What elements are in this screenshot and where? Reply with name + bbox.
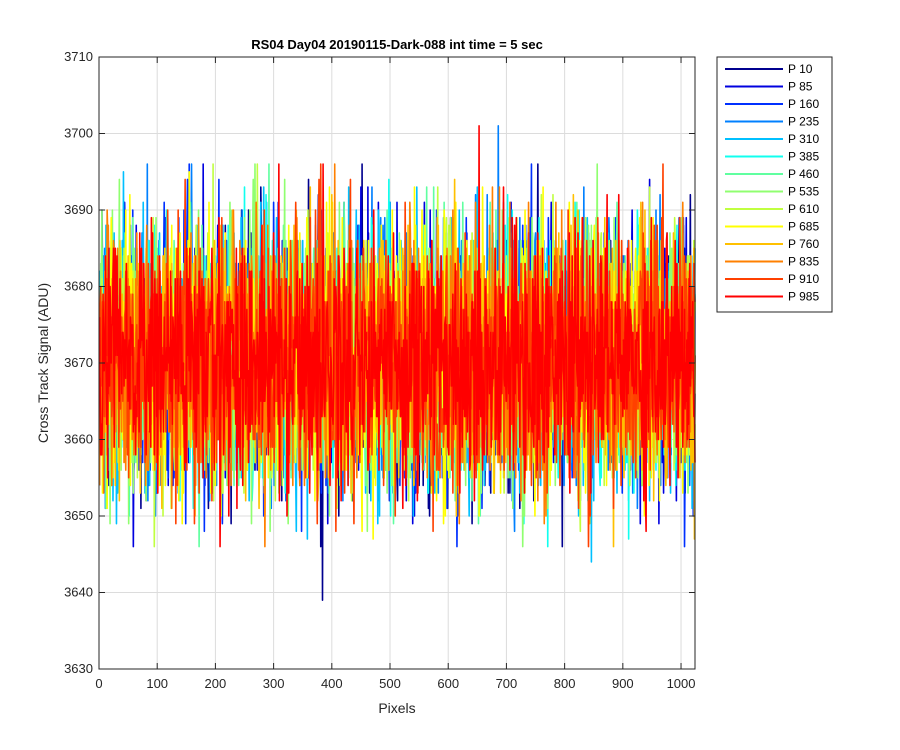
y-tick-label: 3650 bbox=[64, 508, 93, 523]
x-tick-label: 500 bbox=[379, 676, 401, 691]
x-tick-label: 700 bbox=[496, 676, 518, 691]
y-tick-label: 3640 bbox=[64, 585, 93, 600]
y-tick-label: 3700 bbox=[64, 126, 93, 141]
axes bbox=[98, 56, 696, 670]
y-tick-label: 3710 bbox=[64, 49, 93, 64]
legend-label-p-985: P 985 bbox=[788, 290, 819, 304]
tick-labels: 0 100 200 300 400 500 600 700 800 900 1000 3630 3640… bbox=[64, 49, 695, 691]
series-layer bbox=[98, 125, 696, 601]
legend-label-p-760: P 760 bbox=[788, 237, 819, 251]
x-tick-label: 0 bbox=[95, 676, 102, 691]
y-tick-label: 3670 bbox=[64, 355, 93, 370]
legend-label-p-910: P 910 bbox=[788, 272, 819, 286]
legend-label-p-85: P 85 bbox=[788, 80, 813, 94]
legend-label-p-310: P 310 bbox=[788, 132, 819, 146]
legend-label-p-685: P 685 bbox=[788, 220, 819, 234]
legend-box bbox=[716, 56, 833, 313]
legend-label-p-535: P 535 bbox=[788, 185, 819, 199]
legend-label-p-10: P 10 bbox=[788, 62, 813, 76]
legend-label-p-835: P 835 bbox=[788, 255, 819, 269]
chart-title: RS04 Day04 20190115-Dark-088 int time = … bbox=[251, 37, 543, 52]
x-tick-label: 600 bbox=[437, 676, 459, 691]
x-tick-label: 400 bbox=[321, 676, 343, 691]
y-tick-label: 3630 bbox=[64, 661, 93, 676]
y-axis-label: Cross Track Signal (ADU) bbox=[35, 283, 51, 443]
y-tick-label: 3680 bbox=[64, 279, 93, 294]
x-tick-label: 200 bbox=[205, 676, 227, 691]
y-tick-label: 3660 bbox=[64, 432, 93, 447]
x-tick-label: 900 bbox=[612, 676, 634, 691]
x-tick-label: 100 bbox=[146, 676, 168, 691]
x-axis-label: Pixels bbox=[378, 700, 415, 716]
legend-label-p-610: P 610 bbox=[788, 202, 819, 216]
legend-label-p-235: P 235 bbox=[788, 115, 819, 129]
legend-label-p-460: P 460 bbox=[788, 167, 819, 181]
x-tick-label: 800 bbox=[554, 676, 576, 691]
legend: P 10 P 85 P 160 P 235 P 310 P 385 P 460 P 535 P … bbox=[716, 56, 833, 313]
legend-label-p-160: P 160 bbox=[788, 97, 819, 111]
series-line-p-985 bbox=[98, 125, 696, 548]
x-tick-label: 1000 bbox=[667, 676, 696, 691]
legend-label-p-385: P 385 bbox=[788, 150, 819, 164]
y-tick-label: 3690 bbox=[64, 202, 93, 217]
x-tick-label: 300 bbox=[263, 676, 285, 691]
